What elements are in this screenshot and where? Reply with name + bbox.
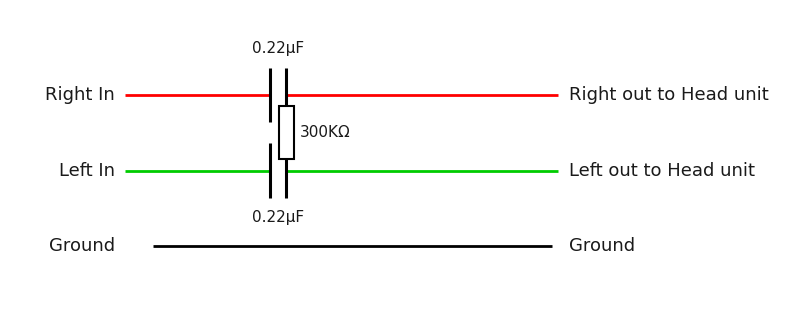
Text: Left out to Head unit: Left out to Head unit xyxy=(569,162,755,180)
Text: Ground: Ground xyxy=(569,237,635,255)
Text: 300KΩ: 300KΩ xyxy=(299,125,350,140)
Text: Right out to Head unit: Right out to Head unit xyxy=(569,86,768,104)
Text: Right In: Right In xyxy=(45,86,115,104)
Text: 0.22μF: 0.22μF xyxy=(252,41,304,56)
Text: Left In: Left In xyxy=(59,162,115,180)
Text: Ground: Ground xyxy=(49,237,115,255)
FancyBboxPatch shape xyxy=(278,106,294,159)
Text: 0.22μF: 0.22μF xyxy=(252,210,304,225)
